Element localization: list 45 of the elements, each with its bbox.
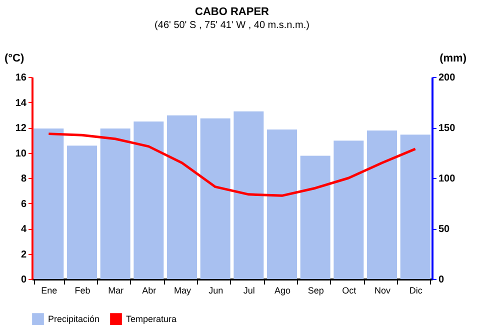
y-tick-label: 4 bbox=[20, 224, 27, 235]
bar bbox=[167, 115, 197, 279]
y-tick-label: 2 bbox=[20, 249, 27, 260]
chart-title: CABO RAPER bbox=[195, 6, 270, 18]
y2-axis-title: (mm) bbox=[440, 52, 467, 64]
legend-label: Temperatura bbox=[126, 314, 177, 324]
bar bbox=[234, 111, 264, 279]
legend-label: Precipitación bbox=[48, 314, 100, 324]
x-tick-label: May bbox=[174, 286, 192, 296]
bar bbox=[34, 128, 64, 279]
x-tick-label: Dic bbox=[409, 286, 423, 296]
x-tick-label: Ene bbox=[41, 286, 58, 296]
y2-tick-label: 150 bbox=[438, 123, 456, 134]
x-tick-label: Sep bbox=[308, 286, 324, 296]
x-tick-label: Abr bbox=[142, 286, 156, 296]
y2-tick-label: 50 bbox=[438, 224, 450, 235]
y-axis-title: (°C) bbox=[4, 52, 25, 64]
bar bbox=[200, 118, 230, 279]
bar bbox=[367, 130, 397, 279]
y2-tick-label: 200 bbox=[438, 72, 456, 84]
y-tick-label: 16 bbox=[15, 72, 27, 84]
x-tick-label: Feb bbox=[74, 286, 90, 296]
y2-tick-label: 100 bbox=[438, 174, 456, 184]
x-tick-label: Oct bbox=[342, 286, 357, 296]
x-tick-label: Jun bbox=[208, 286, 224, 296]
x-tick-label: Mar bbox=[108, 286, 124, 296]
bar bbox=[300, 156, 330, 279]
x-tick-label: Jul bbox=[243, 286, 255, 296]
y-tick-label: 14 bbox=[15, 98, 27, 109]
y-tick-label: 0 bbox=[20, 274, 27, 286]
y-tick-label: 10 bbox=[15, 148, 27, 160]
x-tick-label: Nov bbox=[374, 286, 391, 296]
bar bbox=[67, 146, 97, 279]
y-tick-label: 12 bbox=[15, 123, 27, 134]
bar bbox=[134, 121, 164, 279]
chart-subtitle: (46' 50' S , 75' 41' W , 40 m.s.n.m.) bbox=[154, 20, 310, 31]
y-tick-label: 6 bbox=[20, 198, 27, 210]
x-tick-label: Ago bbox=[274, 286, 291, 296]
y-tick-label: 8 bbox=[20, 174, 27, 184]
bar bbox=[400, 134, 430, 279]
bar bbox=[100, 128, 130, 279]
bar bbox=[334, 140, 364, 279]
line-series bbox=[47, 132, 417, 197]
bar bbox=[267, 130, 297, 279]
y2-tick-label: 0 bbox=[438, 274, 444, 286]
